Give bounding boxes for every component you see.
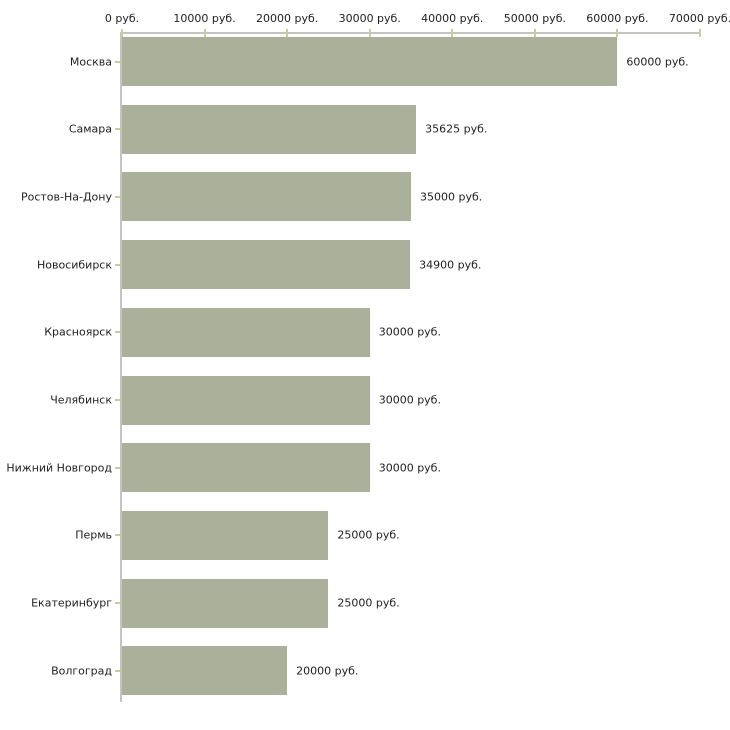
x-axis-tick-label: 10000 руб. [173,12,236,25]
x-axis-tick-label: 70000 руб. [668,12,730,25]
bar [122,578,329,628]
bar-row: Челябинск 30000 руб. [0,375,730,425]
y-axis-tick [115,602,121,605]
bar [122,646,288,696]
x-axis-tick [699,29,701,37]
bar-category-label: Челябинск [50,393,112,407]
x-axis-tick-label: 0 руб. [104,12,140,25]
bar [122,510,329,560]
x-axis-tick [616,29,619,37]
bar-row: Новосибирск 34900 руб. [0,240,730,290]
bar-row: Москва 60000 руб. [0,37,730,86]
bar-value-label: 35000 руб. [420,190,483,204]
bar [122,307,370,357]
x-axis-tick [203,29,206,37]
bar [122,443,370,493]
bar-value-label: 34900 руб. [419,258,482,272]
bar-value-label: 60000 руб. [626,55,689,68]
x-axis-tick-label: 20000 руб. [256,12,319,25]
y-axis-tick [115,669,121,672]
x-axis-tick [286,29,289,37]
y-axis-tick [115,128,121,131]
bar-category-label: Екатеринбург [31,596,112,610]
x-axis-tick-label: 60000 руб. [586,12,649,25]
bar-value-label: 20000 руб. [296,664,359,678]
y-axis-tick [115,195,121,198]
bar-category-label: Волгоград [51,664,112,678]
x-axis-tick-label: 50000 руб. [503,12,566,25]
bar [122,240,411,290]
y-axis-tick [115,466,121,469]
bar-category-label: Пермь [75,528,112,542]
y-axis-tick [115,263,121,266]
bar-row: Пермь 25000 руб. [0,510,730,560]
y-axis-tick [115,534,121,537]
bar-value-label: 30000 руб. [378,393,441,407]
bar-category-label: Нижний Новгород [6,461,112,475]
bar-value-label: 35625 руб. [425,122,488,136]
bar-category-label: Новосибирск [36,258,112,272]
x-axis-tick [533,29,536,37]
x-axis-tick-label: 40000 руб. [421,12,484,25]
y-axis-line [120,32,122,702]
x-axis-tick [121,29,123,37]
bar-category-label: Красноярск [44,325,112,339]
bar [122,37,618,86]
bar-row: Волгоград 20000 руб. [0,646,730,696]
bar-row: Нижний Новгород 30000 руб. [0,443,730,493]
bar-category-label: Москва [69,55,112,68]
bar-row: Самара 35625 руб. [0,104,730,154]
bar-category-label: Самара [68,122,112,136]
bar-row: Ростов-На-Дону 35000 руб. [0,172,730,222]
x-axis-tick [451,29,454,37]
y-axis-tick [115,331,121,334]
bar [122,172,411,222]
bar-value-label: 30000 руб. [378,325,441,339]
y-axis-tick [115,60,121,63]
bar-value-label: 25000 руб. [337,528,400,542]
bar [122,104,417,154]
bar-row: Красноярск 30000 руб. [0,307,730,357]
bar-value-label: 30000 руб. [378,461,441,475]
x-axis-line [122,32,700,34]
x-axis-tick-label: 30000 руб. [338,12,401,25]
bar-value-label: 25000 руб. [337,596,400,610]
bar [122,375,370,425]
x-axis-tick [368,29,371,37]
bar-category-label: Ростов-На-Дону [20,190,112,204]
bar-row: Екатеринбург 25000 руб. [0,578,730,628]
y-axis-tick [115,399,121,401]
